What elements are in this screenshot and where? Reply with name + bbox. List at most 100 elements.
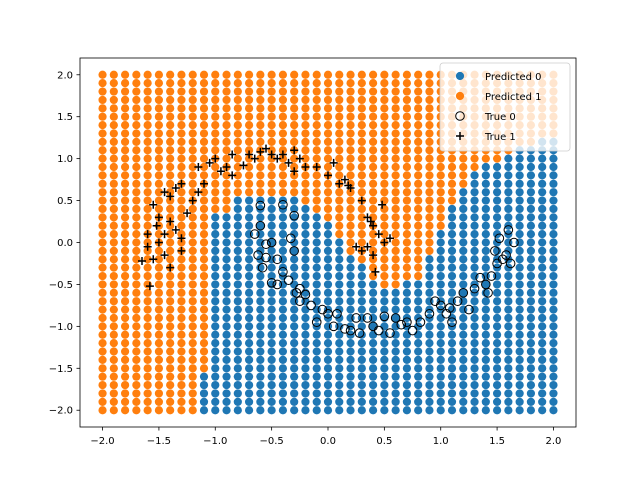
predicted-1-point	[132, 330, 141, 339]
predicted-1-point	[199, 154, 209, 163]
predicted-1-point	[278, 95, 288, 105]
predicted-1-point	[244, 70, 254, 79]
predicted-0-point	[436, 397, 445, 406]
predicted-0-point	[436, 330, 445, 339]
predicted-0-point	[199, 389, 209, 398]
predicted-1-point	[391, 129, 400, 138]
predicted-0-point	[301, 221, 310, 230]
true-1-point	[216, 167, 225, 176]
predicted-1-point	[211, 171, 220, 180]
predicted-1-point	[98, 297, 107, 306]
predicted-0-point	[290, 313, 299, 323]
true-1-point	[166, 192, 175, 201]
predicted-1-point	[177, 188, 186, 197]
legend-marker	[455, 111, 465, 121]
predicted-1-point	[368, 162, 378, 172]
predicted-0-point	[459, 246, 468, 255]
predicted-1-point	[166, 137, 175, 146]
predicted-1-point	[154, 87, 164, 96]
predicted-0-point	[312, 406, 321, 415]
predicted-1-point	[256, 162, 265, 172]
predicted-1-point	[120, 104, 130, 113]
true-1-point	[200, 179, 208, 188]
predicted-1-point	[166, 70, 175, 79]
predicted-1-point	[312, 129, 321, 138]
predicted-0-point	[402, 364, 412, 373]
true-0-point	[452, 296, 463, 307]
predicted-1-point	[166, 355, 175, 365]
predicted-1-point	[177, 347, 186, 356]
predicted-1-point	[402, 154, 412, 163]
predicted-1-point	[425, 112, 434, 121]
predicted-1-point	[312, 188, 321, 197]
predicted-0-point	[526, 313, 536, 323]
true-1-point	[284, 158, 293, 167]
predicted-1-point	[132, 288, 141, 297]
predicted-1-point	[368, 246, 378, 255]
predicted-1-point	[368, 129, 378, 138]
predicted-0-point	[244, 372, 254, 381]
predicted-0-point	[312, 246, 321, 255]
predicted-1-point	[98, 246, 107, 255]
true-1-point	[194, 188, 203, 197]
predicted-1-point	[132, 255, 141, 264]
predicted-0-point	[312, 230, 321, 239]
predicted-0-point	[504, 364, 513, 373]
predicted-0-point	[323, 246, 333, 255]
predicted-1-point	[109, 162, 118, 172]
true-1-point	[166, 263, 175, 272]
predicted-1-point	[335, 137, 344, 146]
predicted-0-point	[380, 372, 389, 381]
predicted-1-point	[222, 171, 231, 180]
predicted-1-point	[199, 347, 209, 356]
predicted-0-point	[414, 397, 423, 406]
predicted-0-point	[549, 305, 558, 314]
predicted-0-point	[278, 389, 288, 398]
true-0-point	[289, 210, 299, 221]
predicted-0-point	[526, 271, 536, 281]
predicted-1-point	[233, 95, 242, 105]
predicted-1-point	[312, 112, 321, 121]
true-0-point	[475, 272, 485, 283]
true-1-point	[290, 167, 299, 176]
predicted-1-point	[166, 313, 175, 323]
predicted-0-point	[549, 288, 558, 297]
predicted-1-point	[177, 255, 186, 264]
predicted-1-point	[143, 95, 152, 105]
predicted-0-point	[278, 305, 288, 314]
predicted-1-point	[98, 70, 107, 79]
predicted-0-point	[335, 364, 344, 373]
predicted-1-point	[301, 188, 310, 197]
predicted-1-point	[199, 355, 209, 365]
predicted-1-point	[109, 120, 118, 130]
predicted-0-point	[244, 204, 254, 214]
predicted-0-point	[278, 364, 288, 373]
predicted-1-point	[109, 87, 118, 96]
predicted-1-point	[278, 171, 288, 180]
predicted-1-point	[188, 322, 197, 331]
predicted-0-point	[211, 406, 220, 415]
predicted-1-point	[132, 137, 141, 146]
predicted-0-point	[492, 171, 502, 180]
predicted-1-point	[132, 196, 141, 205]
predicted-1-point	[188, 188, 197, 197]
predicted-0-point	[470, 406, 479, 415]
predicted-0-point	[526, 347, 536, 356]
predicted-0-point	[470, 355, 479, 365]
predicted-0-point	[549, 230, 558, 239]
predicted-1-point	[323, 196, 333, 205]
predicted-1-point	[323, 154, 333, 163]
true-1-point	[228, 171, 237, 180]
predicted-1-point	[143, 380, 152, 390]
predicted-0-point	[492, 297, 502, 306]
predicted-1-point	[267, 120, 276, 130]
predicted-1-point	[267, 95, 276, 105]
predicted-0-point	[492, 196, 502, 205]
predicted-1-point	[301, 146, 310, 155]
true-0-point	[486, 271, 497, 281]
true-1-point	[250, 154, 259, 163]
predicted-1-point	[335, 171, 344, 180]
predicted-1-point	[368, 238, 378, 247]
predicted-0-point	[290, 406, 299, 415]
predicted-0-point	[312, 380, 321, 390]
